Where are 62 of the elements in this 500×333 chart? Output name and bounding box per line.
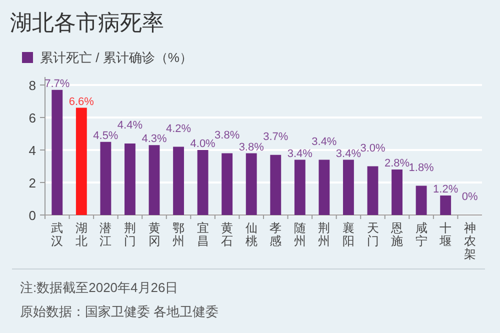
x-tick-label: 武汉	[51, 221, 64, 248]
data-label: 1.2%	[433, 184, 458, 196]
x-tick-label: 天门	[366, 221, 379, 248]
text: 原始数据：国家卫健委 各地卫健委	[20, 304, 219, 319]
bar	[124, 144, 136, 215]
data-label: 3.4%	[287, 148, 313, 160]
y-tick-label: 6	[28, 110, 36, 126]
bar	[270, 154, 282, 215]
data-label: 0%	[462, 191, 478, 203]
bar	[222, 153, 233, 215]
x-tick-label: 荆门	[124, 221, 136, 248]
y-tick-label: 0	[28, 208, 36, 223]
bar	[173, 146, 184, 215]
bar	[367, 166, 378, 215]
legend-label: 累计死亡 / 累计确诊（%）	[40, 50, 192, 65]
bar	[100, 142, 112, 215]
text: 注:数据截至2020年4月26日	[20, 280, 178, 295]
x-tick-label: 黄石	[221, 221, 234, 248]
data-label: 3.0%	[360, 142, 386, 154]
x-tick-label: 咸宁	[415, 221, 428, 248]
x-tick-label: 襄阳	[342, 221, 354, 248]
bar	[294, 160, 306, 215]
x-tick-label: 潜江	[100, 221, 112, 248]
bar	[52, 90, 63, 215]
x-tick-label: 神农架	[464, 221, 476, 261]
bar	[343, 160, 354, 215]
data-label: 4.3%	[142, 133, 167, 146]
data-label: 2.8%	[384, 158, 410, 170]
x-tick-label: 仙桃	[245, 221, 258, 248]
bar	[392, 170, 402, 215]
bar	[76, 108, 87, 215]
x-tick-label: 宜昌	[196, 221, 209, 248]
x-tick-label: 黄冈	[148, 221, 160, 248]
x-tick-label: 十堰	[438, 221, 452, 248]
data-label: 3.4%	[336, 148, 362, 160]
bar	[197, 150, 208, 215]
data-label: 3.8%	[238, 141, 264, 154]
x-tick-label: 荆州	[318, 221, 330, 248]
data-label: 4.0%	[190, 138, 216, 150]
x-tick-label: 湖北	[75, 221, 88, 248]
bar	[416, 186, 427, 215]
data-label: 7.7%	[44, 78, 70, 90]
bar	[318, 160, 330, 215]
bar	[148, 145, 160, 215]
data-label: 3.8%	[214, 129, 240, 142]
y-tick-label: 8	[28, 78, 36, 93]
data-label: 4.2%	[166, 122, 192, 135]
y-tick-label: 2	[28, 176, 36, 190]
y-tick-label: 4	[28, 143, 36, 158]
data-label: 4.5%	[93, 130, 118, 142]
data-label: 6.6%	[68, 96, 94, 108]
bar	[440, 196, 452, 215]
chart-title: 湖北各市病死率	[10, 10, 164, 35]
bar	[246, 153, 257, 215]
data-label: 3.7%	[263, 130, 288, 143]
x-tick-label: 恩施	[390, 221, 404, 248]
x-tick-label: 孝感	[270, 221, 282, 248]
data-label: 1.8%	[408, 162, 434, 174]
x-tick-label: 鄂州	[172, 221, 185, 248]
data-label: 4.4%	[117, 120, 143, 132]
data-label: 3.4%	[312, 136, 337, 148]
x-tick-label: 随州	[294, 221, 306, 248]
